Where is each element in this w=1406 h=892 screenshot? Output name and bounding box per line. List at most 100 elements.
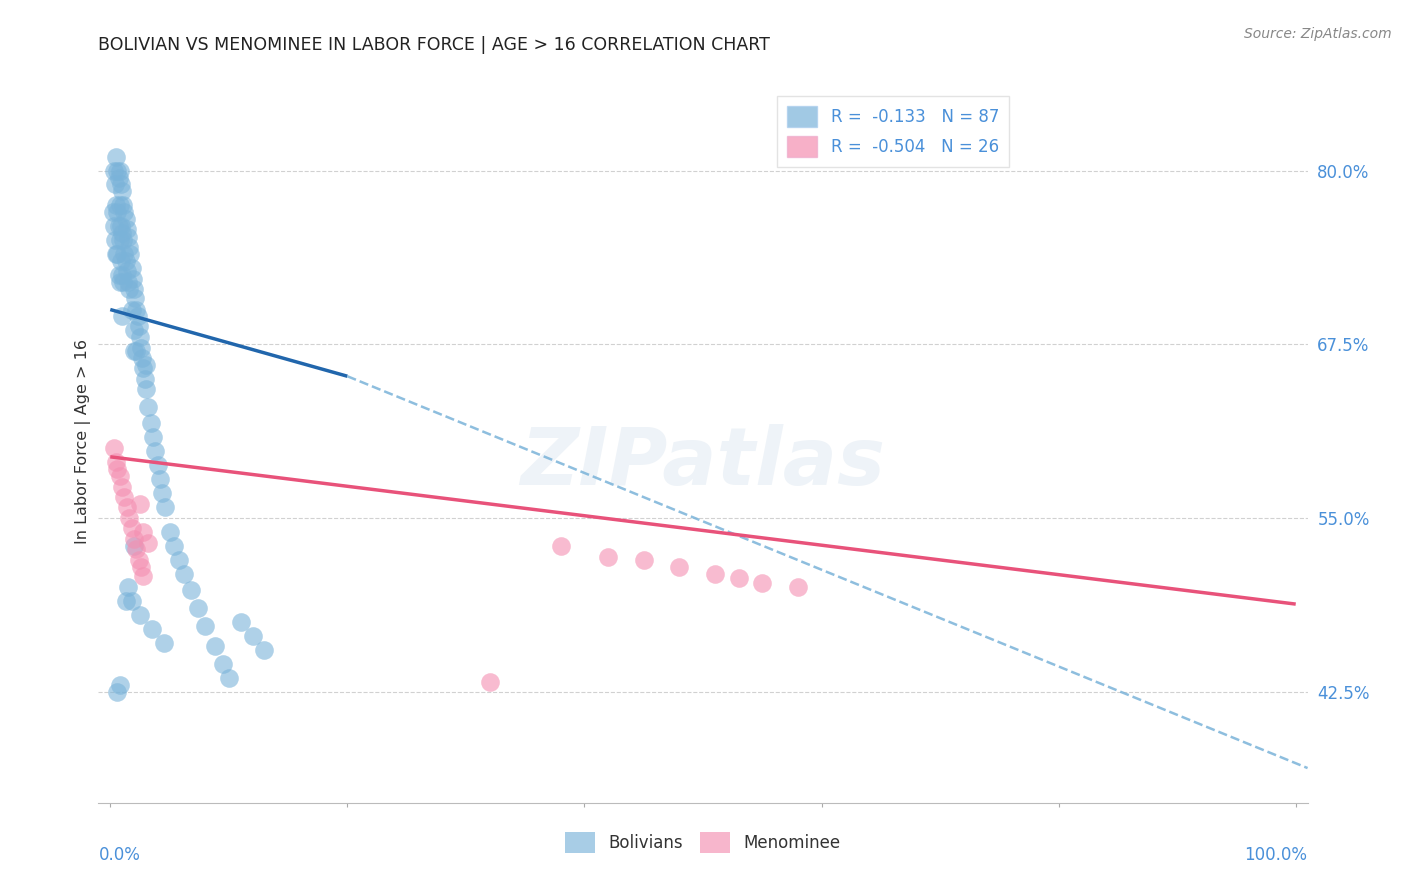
Bolivians: [134, 372, 156, 386]
Bolivians: [218, 671, 240, 685]
Bolivians: [173, 566, 195, 581]
Text: ZIPatlas: ZIPatlas: [520, 425, 886, 502]
Bolivians: [117, 581, 139, 595]
Bolivians: [115, 222, 138, 236]
Menominee: [122, 532, 145, 546]
Bolivians: [242, 629, 264, 643]
Menominee: [128, 552, 150, 566]
Bolivians: [114, 212, 136, 227]
Text: Source: ZipAtlas.com: Source: ZipAtlas.com: [1244, 27, 1392, 41]
Menominee: [108, 469, 131, 483]
Bolivians: [135, 382, 157, 396]
Text: BOLIVIAN VS MENOMINEE IN LABOR FORCE | AGE > 16 CORRELATION CHART: BOLIVIAN VS MENOMINEE IN LABOR FORCE | A…: [98, 36, 770, 54]
Bolivians: [153, 500, 176, 514]
Menominee: [105, 455, 128, 469]
Bolivians: [111, 185, 134, 199]
Menominee: [727, 571, 749, 585]
Bolivians: [124, 292, 146, 306]
Bolivians: [114, 253, 136, 268]
Bolivians: [115, 263, 138, 277]
Bolivians: [122, 344, 145, 359]
Bolivians: [105, 163, 128, 178]
Menominee: [703, 566, 725, 581]
Bolivians: [117, 230, 139, 244]
Bolivians: [152, 486, 174, 500]
Menominee: [478, 674, 501, 689]
Bolivians: [180, 583, 202, 598]
Menominee: [633, 552, 655, 566]
Bolivians: [128, 319, 150, 334]
Bolivians: [112, 198, 135, 212]
Bolivians: [122, 323, 145, 337]
Menominee: [132, 524, 155, 539]
Bolivians: [229, 615, 252, 630]
Menominee: [105, 462, 128, 476]
Bolivians: [139, 417, 162, 431]
Menominee: [114, 490, 136, 504]
Bolivians: [101, 205, 124, 219]
Bolivians: [114, 594, 136, 608]
Bolivians: [127, 310, 149, 324]
Bolivians: [103, 219, 125, 234]
Bolivians: [187, 601, 209, 615]
Bolivians: [108, 275, 131, 289]
Menominee: [129, 497, 152, 511]
Bolivians: [136, 400, 159, 414]
Bolivians: [121, 272, 143, 286]
Bolivians: [120, 247, 142, 261]
Bolivians: [105, 247, 128, 261]
Bolivians: [108, 163, 131, 178]
Bolivians: [118, 240, 141, 254]
Bolivians: [131, 351, 153, 366]
Bolivians: [152, 636, 174, 650]
Bolivians: [111, 310, 134, 324]
Bolivians: [108, 678, 131, 692]
Menominee: [786, 581, 808, 595]
Bolivians: [117, 275, 139, 289]
Bolivians: [212, 657, 235, 671]
Bolivians: [105, 684, 128, 698]
Bolivians: [159, 524, 181, 539]
Bolivians: [110, 219, 132, 234]
Y-axis label: In Labor Force | Age > 16: In Labor Force | Age > 16: [76, 339, 91, 544]
Bolivians: [104, 178, 127, 192]
Bolivians: [118, 282, 141, 296]
Bolivians: [121, 302, 143, 317]
Menominee: [550, 539, 572, 553]
Bolivians: [105, 150, 128, 164]
Bolivians: [108, 198, 131, 212]
Menominee: [598, 549, 620, 564]
Menominee: [132, 569, 155, 583]
Bolivians: [129, 342, 152, 356]
Bolivians: [253, 643, 276, 657]
Bolivians: [167, 552, 190, 566]
Menominee: [118, 511, 141, 525]
Bolivians: [194, 619, 217, 633]
Bolivians: [111, 268, 134, 282]
Bolivians: [122, 282, 145, 296]
Menominee: [136, 536, 159, 550]
Bolivians: [204, 639, 226, 653]
Bolivians: [129, 330, 152, 344]
Bolivians: [121, 260, 143, 275]
Bolivians: [149, 472, 172, 486]
Bolivians: [103, 163, 125, 178]
Bolivians: [108, 233, 131, 247]
Bolivians: [107, 170, 129, 185]
Bolivians: [114, 205, 136, 219]
Bolivians: [112, 233, 135, 247]
Menominee: [129, 559, 152, 574]
Bolivians: [142, 430, 165, 444]
Bolivians: [122, 539, 145, 553]
Bolivians: [105, 247, 128, 261]
Text: 100.0%: 100.0%: [1244, 847, 1308, 864]
Legend: Bolivians, Menominee: Bolivians, Menominee: [558, 826, 848, 860]
Bolivians: [112, 275, 135, 289]
Bolivians: [110, 178, 132, 192]
Bolivians: [132, 360, 155, 375]
Menominee: [121, 521, 143, 535]
Menominee: [111, 480, 134, 494]
Bolivians: [146, 458, 169, 472]
Bolivians: [135, 358, 157, 372]
Bolivians: [107, 268, 129, 282]
